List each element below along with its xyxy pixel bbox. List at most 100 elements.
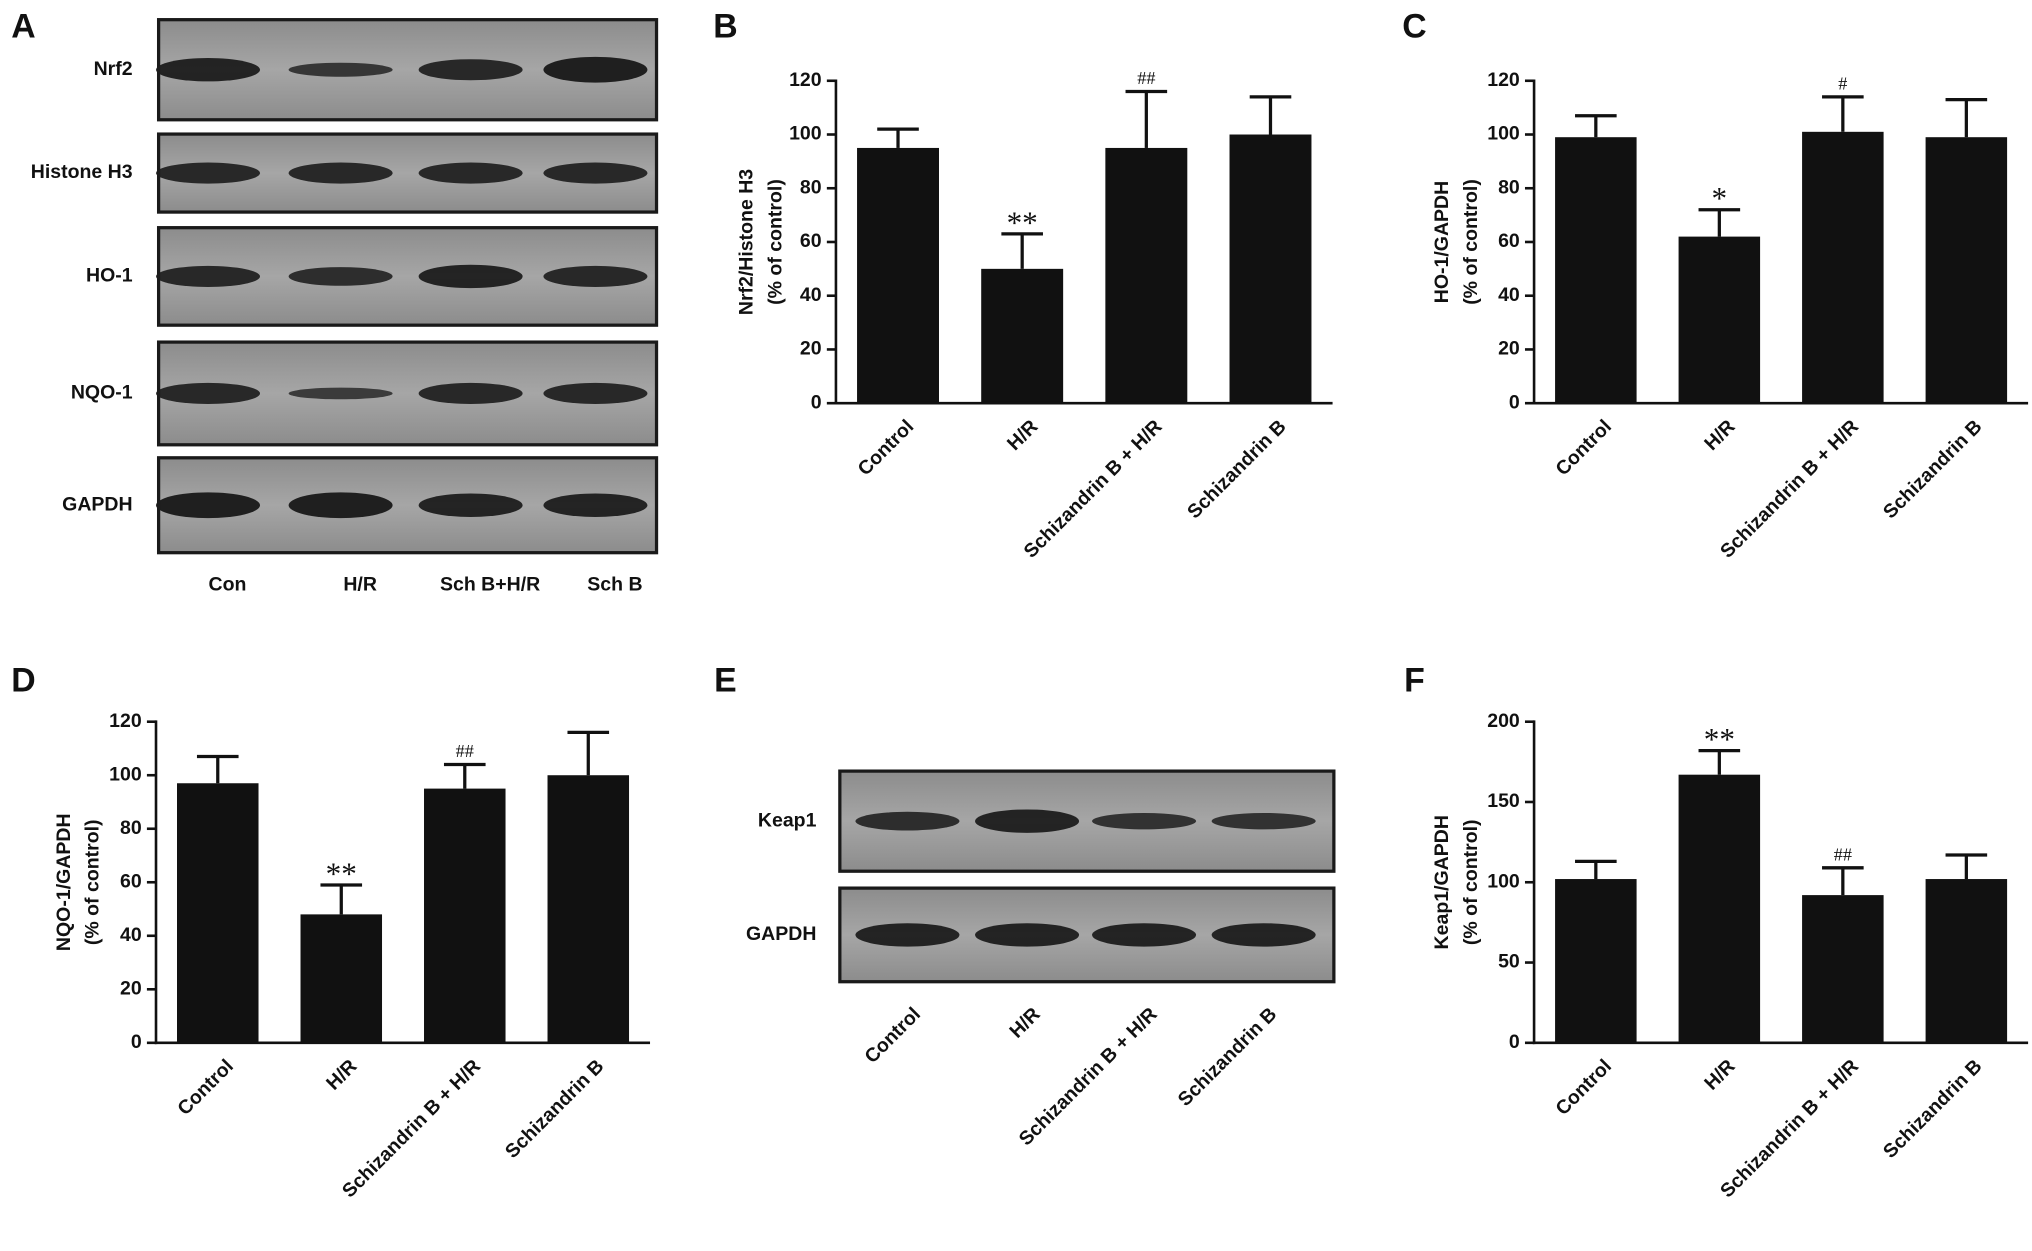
panel-label: D <box>11 662 35 700</box>
blot-band <box>288 267 393 286</box>
panel-label: E <box>714 662 737 700</box>
error-bar <box>1575 114 1617 138</box>
error-bar <box>1001 232 1043 269</box>
bar <box>1105 147 1188 404</box>
error-bar <box>1822 95 1864 132</box>
blot-band <box>418 162 523 184</box>
y-axis-label: (% of control) <box>1460 819 1482 945</box>
blot-band <box>418 382 523 404</box>
blot-band <box>156 58 261 82</box>
y-tick-label: 100 <box>1487 123 1520 145</box>
blot-band <box>543 56 648 83</box>
blot-row-label: Nrf2 <box>94 58 133 80</box>
blot-row-label: GAPDH <box>62 493 132 515</box>
blot-band <box>543 162 648 184</box>
bar <box>547 775 630 1043</box>
bar <box>1802 131 1884 404</box>
x-tick-label: Schizandrin B <box>1879 1055 1987 1163</box>
y-axis-label: (% of control) <box>764 179 786 305</box>
bar <box>1555 879 1637 1043</box>
error-bar <box>1698 208 1741 237</box>
error-bar <box>567 730 610 776</box>
y-tick-label: 60 <box>1498 230 1520 252</box>
blot-band <box>288 492 393 519</box>
blot-band <box>288 62 393 77</box>
y-tick-label: 0 <box>1509 391 1520 413</box>
error-bar <box>1945 97 1988 138</box>
bar <box>1229 134 1312 404</box>
blot-band <box>975 809 1080 833</box>
bar <box>300 914 383 1043</box>
bar <box>1925 879 2008 1043</box>
bar <box>177 783 259 1043</box>
x-tick-label: Schizandrin B <box>1183 416 1291 524</box>
y-tick-label: 200 <box>1487 710 1520 732</box>
lane-label: H/R <box>1005 1003 1044 1042</box>
blot-row-label: Histone H3 <box>31 161 133 183</box>
y-tick-label: 80 <box>120 817 142 839</box>
x-tick-label: Schizandrin B <box>1879 416 1987 524</box>
y-tick-label: 20 <box>1498 338 1520 360</box>
y-tick-label: 100 <box>1487 870 1520 892</box>
y-tick-label: 40 <box>1498 284 1520 306</box>
error-bar <box>1575 859 1617 880</box>
x-tick-label: Control <box>1551 1055 1616 1120</box>
blot-row-label: GAPDH <box>746 923 816 945</box>
y-tick-label: 120 <box>109 710 142 732</box>
x-tick-label: Schizandrin B + H/R <box>1020 416 1167 563</box>
x-tick-label: H/R <box>1700 1055 1739 1094</box>
x-tick-label: H/R <box>322 1055 361 1094</box>
y-axis-label: (% of control) <box>82 819 104 945</box>
annotation: ## <box>1137 68 1155 88</box>
y-axis-label: (% of control) <box>1460 179 1482 305</box>
annotation: * <box>1712 181 1728 216</box>
blot-band <box>543 382 648 404</box>
lane-label: Sch B <box>587 573 642 595</box>
bar <box>1802 895 1884 1043</box>
error-bar <box>443 762 486 789</box>
error-bar <box>1249 95 1292 135</box>
error-bar <box>1125 89 1168 148</box>
y-tick-label: 0 <box>131 1031 142 1053</box>
annotation: # <box>1838 73 1847 93</box>
blot-band <box>156 162 261 184</box>
annotation: ## <box>456 741 474 761</box>
y-tick-label: 20 <box>800 338 822 360</box>
bar <box>424 788 506 1043</box>
x-tick-label: Control <box>854 416 919 481</box>
blot-band <box>1211 812 1316 830</box>
annotation: ** <box>1007 205 1038 240</box>
lane-label: H/R <box>343 573 377 595</box>
blot-band <box>855 811 960 831</box>
blot-row-label: Keap1 <box>758 809 817 831</box>
y-tick-label: 100 <box>109 763 142 785</box>
blot-band <box>1092 812 1197 830</box>
blot-band <box>418 264 523 289</box>
y-tick-label: 0 <box>811 391 822 413</box>
x-tick-label: Schizandrin B + H/R <box>1716 416 1863 563</box>
y-tick-label: 120 <box>789 69 822 91</box>
panel-label: F <box>1404 662 1425 700</box>
bar <box>857 147 939 404</box>
y-tick-label: 50 <box>1498 951 1520 973</box>
lane-label: Control <box>860 1003 925 1068</box>
y-axis-label: HO-1/GAPDH <box>1431 181 1453 303</box>
blot-band <box>156 492 261 519</box>
x-tick-label: Control <box>1551 416 1616 481</box>
annotation: ** <box>326 856 357 891</box>
blot-band <box>288 387 393 400</box>
lane-label: Sch B+H/R <box>440 573 540 595</box>
blot-band <box>418 59 523 81</box>
blot-band <box>1092 923 1197 947</box>
bar <box>1925 137 2008 404</box>
blot-row-label: NQO-1 <box>71 382 133 404</box>
x-tick-label: Control <box>173 1055 238 1120</box>
blot-row-label: HO-1 <box>86 265 133 287</box>
blot-band <box>156 265 261 287</box>
y-axis-label: NQO-1/GAPDH <box>53 813 75 951</box>
y-tick-label: 60 <box>120 870 142 892</box>
y-tick-label: 20 <box>120 977 142 999</box>
error-bar <box>1822 866 1864 896</box>
panel-label: B <box>713 8 737 46</box>
y-tick-label: 100 <box>789 123 822 145</box>
